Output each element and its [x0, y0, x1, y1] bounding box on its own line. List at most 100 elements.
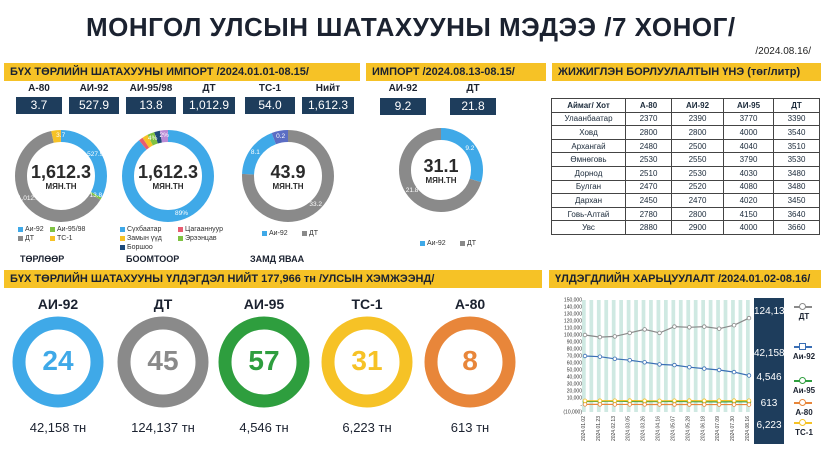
- price-header: ЖИЖИГЛЭН БОРЛУУЛАЛТЫН ҮНЭ (төг/литр): [552, 63, 821, 81]
- price-cell-4-3: 4030: [723, 165, 774, 181]
- price-row: Ховд 2800 2800 4000 3540: [551, 125, 820, 140]
- trend-ytick-9: 60,000: [567, 361, 583, 367]
- import-donut-1-legend-label-1: Цагааннуур: [185, 226, 223, 233]
- import-item-value-0: 3.7: [16, 97, 62, 114]
- trend-point-4-4: [642, 398, 647, 403]
- trend-side-value-4: 6,223: [756, 420, 782, 431]
- trend-stripe-3: [604, 300, 609, 412]
- import-donut-0-segment-2: [15, 130, 107, 222]
- trend-ytick-14: 10,000: [567, 396, 583, 402]
- trend-point-1-5: [657, 362, 662, 367]
- import-donut-1-donut-svg: [122, 130, 214, 222]
- import-donut-caption-2: ЗАМД ЯВАА: [250, 254, 305, 264]
- price-cell-8-2: 2900: [671, 220, 724, 235]
- trend-ytick-1: 140,000: [564, 305, 582, 311]
- trend-point-4-2: [612, 398, 618, 403]
- price-cell-4-1: 2510: [625, 165, 672, 181]
- stock-ring-label-3: ТС-1: [351, 296, 383, 312]
- price-table: Аймаг/ Хот А-80 АИ-92 АИ-95 ДТ Улаанбаатар 23…: [551, 98, 820, 235]
- price-cell-6-1: 2450: [625, 193, 672, 208]
- trend-point-4-9: [716, 398, 722, 403]
- price-cell-5-1: 2470: [625, 179, 672, 195]
- stock-header: БҮХ ТӨРЛИЙН ШАТАХУУНЫ ҮЛДЭГДЭЛ НИЙТ 177,…: [4, 270, 542, 288]
- stock-ring-label-2: АИ-95: [243, 296, 285, 312]
- trend-side-value-3: 613: [760, 398, 778, 409]
- import-donut-1-legend-item-2: Замын үүд: [120, 235, 162, 242]
- stock-ring-tons-3: 6,223 тн: [342, 420, 392, 435]
- trend-point-0-7: [687, 325, 692, 330]
- stock-ring-days-3: 31: [351, 345, 383, 376]
- import-donut-0-segment-label-0: 527.9: [87, 151, 104, 159]
- import-donut-2-legend-item-0: Аи-92: [262, 230, 288, 237]
- trend-ytick-2: 130,000: [564, 312, 582, 318]
- trend-point-0-1: [597, 334, 603, 340]
- import-item-label-1: АИ-92: [79, 83, 109, 94]
- price-cell-2-3: 4040: [723, 138, 774, 154]
- trend-stripe-6: [626, 300, 631, 412]
- import-donut-2-center-unit: МЯН.ТН: [272, 182, 304, 191]
- week-donut-segment-1: [399, 128, 483, 212]
- import-donut-2-segment-label-1: 8.1: [250, 148, 260, 156]
- import-item-label-5: Нийт: [315, 83, 341, 94]
- trend-point-4-3: [627, 398, 632, 403]
- price-row: Говь-Алтай 2780 2800 4150 3640: [551, 206, 820, 222]
- trend-stripe-19: [723, 300, 728, 412]
- price-cell-6-4: 3450: [773, 193, 820, 208]
- price-cell-7-1: 2780: [625, 206, 672, 222]
- import-donut-2-legend-item-1: ДТ: [302, 230, 318, 237]
- import-item-label-3: ДТ: [202, 83, 216, 94]
- price-cell-3-3: 3790: [723, 152, 774, 167]
- trend-point-0-2: [612, 334, 618, 339]
- week-donut-legend-item-1: ДТ: [460, 240, 476, 247]
- trend-stripe-5: [619, 300, 623, 412]
- price-col-4: ДТ: [773, 98, 820, 113]
- trend-point-1-0: [582, 353, 588, 359]
- import-donut-2-legend-swatch-0: [262, 230, 267, 236]
- trend-chart: 150,000140,000130,000120,000110,000100,0…: [563, 298, 752, 441]
- price-cell-7-4: 3640: [773, 206, 820, 222]
- trend-stripe-8: [641, 300, 646, 412]
- import-donut-0-center-unit: МЯН.ТН: [45, 182, 77, 191]
- trend-xtick-3: 2024.03.05: [626, 416, 632, 441]
- price-cell-5-3: 4080: [723, 179, 774, 195]
- trend-side-value-0: 124,137: [754, 306, 791, 317]
- trend-side-label-1: Аи-92: [792, 352, 816, 361]
- trend-point-3-2: [612, 402, 618, 407]
- trend-stripe-14: [686, 300, 691, 412]
- trend-ytick-11: 40,000: [567, 375, 583, 381]
- trend-point-0-5: [657, 330, 662, 336]
- trend-stripe-7: [634, 300, 638, 412]
- price-cell-4-2: 2530: [671, 165, 724, 181]
- trend-ytick-6: 90,000: [567, 340, 583, 346]
- trend-side-marker-dot-2: [799, 377, 806, 384]
- trend-xtick-2: 2024.02.13: [611, 416, 617, 441]
- trend-point-4-7: [687, 398, 692, 403]
- stock-ring-days-0: 24: [42, 345, 74, 376]
- import-donut-1-segment-label-0: 89%: [175, 209, 189, 217]
- import-donut-1-legend-item-4: Боршоо: [120, 244, 153, 251]
- trend-ytick-15: -: [580, 403, 582, 409]
- stock-ring-days-4: 8: [462, 345, 478, 376]
- import-donut-2-segment-2: [242, 130, 334, 222]
- price-cell-6-0: Дархан: [551, 193, 626, 208]
- import-donut-0-donut-svg: [15, 130, 107, 222]
- trend-side-label-4: ТС-1: [795, 428, 813, 437]
- price-col-0: Аймаг/ Хот: [551, 98, 626, 113]
- trend-ytick-5: 100,000: [564, 333, 582, 339]
- trend-point-0-9: [716, 326, 722, 331]
- price-cell-4-0: Дорнод: [551, 165, 626, 181]
- price-cell-7-0: Говь-Алтай: [551, 206, 626, 222]
- price-cell-0-4: 3390: [773, 111, 820, 127]
- trend-point-3-6: [672, 402, 677, 407]
- trend-ytick-13: 20,000: [567, 389, 583, 395]
- trend-header: ҮЛДЭГДЛИЙН ХАРЬЦУУЛАЛТ /2024.01.02-08.16…: [549, 270, 821, 288]
- import-donut-1-legend-item-3: Эрээнцав: [178, 235, 217, 242]
- trend-stripe-17: [708, 300, 713, 412]
- import-donut-0-segment-label-2: 1,012.9: [17, 195, 40, 203]
- import-total-header: БҮХ ТӨРЛИЙН ШАТАХУУНЫ ИМПОРТ /2024.01.01…: [4, 63, 360, 81]
- trend-xtick-9: 2024.07.09: [715, 416, 721, 441]
- trend-point-0-4: [642, 327, 647, 332]
- price-cell-2-0: Архангай: [551, 138, 626, 154]
- import-item-value-3: 1,012.9: [183, 97, 235, 114]
- import-item-value-1: 527.9: [69, 97, 119, 114]
